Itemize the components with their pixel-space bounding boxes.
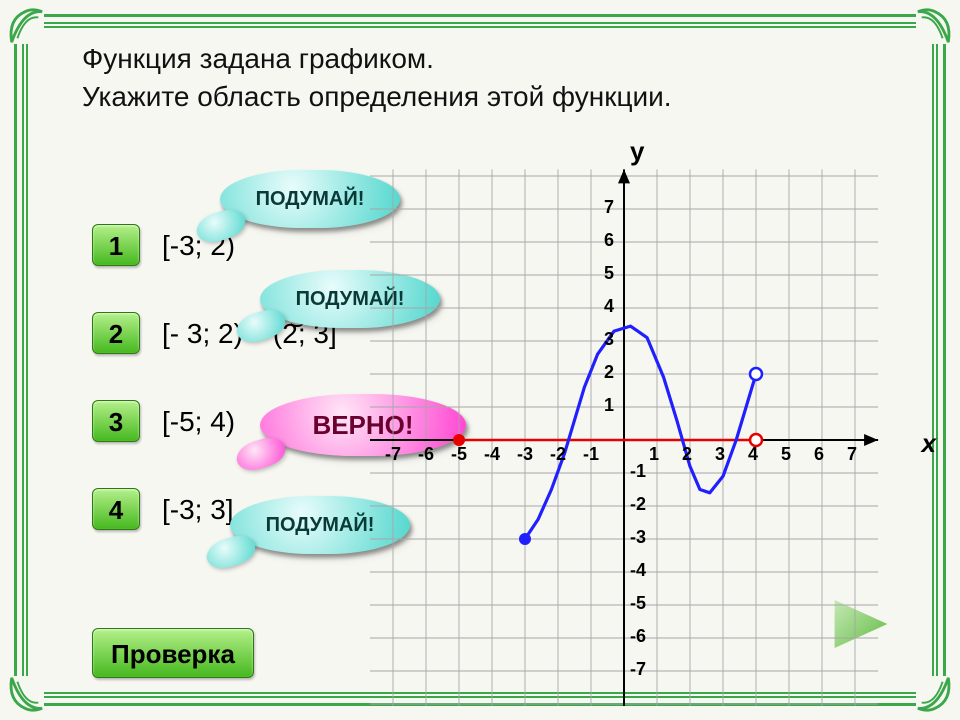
y-tick--1: -1 (630, 461, 646, 482)
question-line-2: Укажите область определения этой функции… (82, 78, 722, 116)
y-tick-1: 1 (604, 395, 614, 416)
x-tick-5: 5 (781, 444, 791, 465)
y-tick--6: -6 (630, 626, 646, 647)
x-tick--6: -6 (418, 444, 434, 465)
y-tick--3: -3 (630, 527, 646, 548)
x-tick-2: 2 (682, 444, 692, 465)
x-tick-7: 7 (847, 444, 857, 465)
y-tick--7: -7 (630, 659, 646, 680)
x-tick-3: 3 (715, 444, 725, 465)
corner-ornament-br (916, 676, 954, 714)
chart-area: y x -7-6-5-4-3-2-112345677654321-1-2-3-4… (370, 160, 942, 706)
y-tick-5: 5 (604, 263, 614, 284)
corner-ornament-tr (916, 6, 954, 44)
x-tick--1: -1 (583, 444, 599, 465)
y-tick--2: -2 (630, 494, 646, 515)
x-axis-label: x (922, 428, 936, 459)
option-button-1[interactable]: 1 (92, 224, 140, 266)
x-tick--7: -7 (385, 444, 401, 465)
x-tick-4: 4 (748, 444, 758, 465)
x-tick--5: -5 (451, 444, 467, 465)
y-tick-4: 4 (604, 296, 614, 317)
y-tick-7: 7 (604, 197, 614, 218)
y-axis-label: y (630, 136, 644, 167)
x-tick-6: 6 (814, 444, 824, 465)
x-tick--2: -2 (550, 444, 566, 465)
option-text-4: [-3; 3] (162, 494, 234, 526)
y-tick--4: -4 (630, 560, 646, 581)
y-tick--5: -5 (630, 593, 646, 614)
y-tick-3: 3 (604, 329, 614, 350)
function-graph (370, 160, 942, 706)
x-tick--3: -3 (517, 444, 533, 465)
option-button-4[interactable]: 4 (92, 488, 140, 530)
question-line-1: Функция задана графиком. (82, 40, 722, 78)
option-button-2[interactable]: 2 (92, 312, 140, 354)
check-button[interactable]: Проверка (92, 628, 254, 678)
option-button-3[interactable]: 3 (92, 400, 140, 442)
question-text: Функция задана графиком. Укажите область… (82, 40, 722, 116)
check-button-label: Проверка (111, 639, 235, 669)
corner-ornament-tl (6, 6, 44, 44)
y-tick-2: 2 (604, 362, 614, 383)
option-text-3: [-5; 4) (162, 406, 235, 438)
corner-ornament-bl (6, 676, 44, 714)
y-tick-6: 6 (604, 230, 614, 251)
x-tick-1: 1 (649, 444, 659, 465)
x-tick--4: -4 (484, 444, 500, 465)
